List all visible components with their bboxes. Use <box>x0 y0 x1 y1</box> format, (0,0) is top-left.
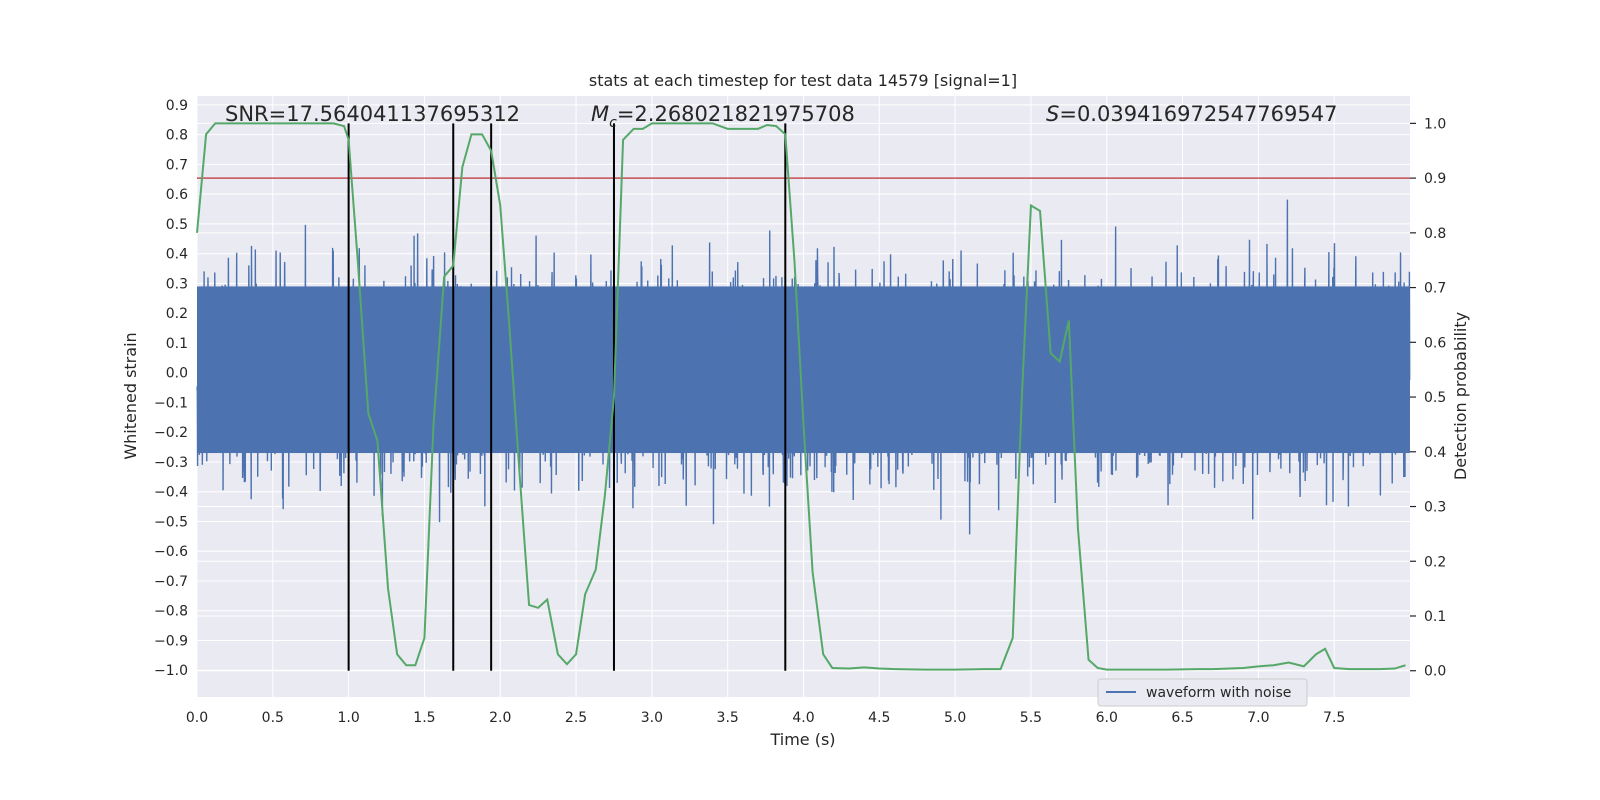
y-left-tick-label: −0.3 <box>154 455 188 471</box>
waveform-line <box>196 199 1411 535</box>
y-right-tick-label: 0.7 <box>1424 281 1446 297</box>
y-right-tick-label: 0.8 <box>1424 226 1446 242</box>
x-tick-label: 0.0 <box>186 710 208 726</box>
s-annotation: S=0.039416972547769547 <box>1046 102 1337 126</box>
y-left-tick-label: −0.4 <box>154 485 188 501</box>
y-left-tick-label: −0.9 <box>154 633 188 649</box>
y-left-tick-label: 0.9 <box>166 98 188 114</box>
x-tick-label: 2.0 <box>489 710 511 726</box>
y-right-tick-label: 0.6 <box>1424 335 1446 351</box>
chart-title: stats at each timestep for test data 145… <box>589 71 1017 90</box>
y-right-tick-label: 0.3 <box>1424 500 1446 516</box>
legend: waveform with noise <box>1097 678 1308 707</box>
legend-box <box>1097 678 1308 707</box>
y-left-tick-label: 0.5 <box>166 217 188 233</box>
y-left-tick-label: 0.4 <box>166 247 188 263</box>
snr-annotation: SNR=17.564041137695312 <box>225 102 520 126</box>
x-tick-label: 4.5 <box>868 710 890 726</box>
y-left-tick-label: 0.6 <box>166 187 188 203</box>
y-left-tick-label: 0.0 <box>166 366 188 382</box>
y-left-tick-label: −0.6 <box>154 544 188 560</box>
y-left-tick-label: −0.5 <box>154 514 188 530</box>
chirp-mass-subscript: c <box>609 115 617 131</box>
x-tick-label: 5.0 <box>944 710 966 726</box>
x-tick-label: 1.5 <box>413 710 435 726</box>
y-left-tick-label: −0.2 <box>154 425 188 441</box>
x-tick-label: 1.0 <box>337 710 359 726</box>
y-left-tick-label: 0.7 <box>166 157 188 173</box>
y-right-axis-label: Detection probability <box>1451 312 1470 480</box>
y-right-tick-label: 0.5 <box>1424 390 1446 406</box>
probability-series <box>196 122 1406 671</box>
x-tick-label: 7.5 <box>1323 710 1345 726</box>
probability-line <box>196 122 1406 671</box>
y-right-tick-label: 0.4 <box>1424 445 1446 461</box>
y-left-axis-ticks: 0.9 0.8 0.7 0.6 0.5 0.4 0.3 0.2 0.1 0.0 −0.1 −0.2 −0… <box>154 98 188 679</box>
x-tick-label: 7.0 <box>1247 710 1269 726</box>
s-value: =0.039416972547769547 <box>1059 102 1337 126</box>
y-right-tick-label: 0.1 <box>1424 609 1446 625</box>
x-tick-label: 6.0 <box>1096 710 1118 726</box>
x-tick-label: 6.5 <box>1171 710 1193 726</box>
y-left-tick-label: −0.8 <box>154 604 188 620</box>
y-left-tick-label: −0.7 <box>154 574 188 590</box>
y-right-tick-label: 1.0 <box>1424 116 1446 132</box>
y-left-tick-label: 0.3 <box>166 276 188 292</box>
chirp-mass-symbol: M <box>591 102 609 126</box>
y-left-tick-label: 0.8 <box>166 128 188 144</box>
vertical-markers <box>347 123 787 671</box>
y-right-tick-label: 0.0 <box>1424 664 1446 680</box>
y-left-tick-label: −0.1 <box>154 395 188 411</box>
x-tick-label: 2.5 <box>565 710 587 726</box>
x-axis-ticks: 0.0 0.5 1.0 1.5 2.0 2.5 3.0 3.5 4.0 4.5 5.0 5.5 6.0 6… <box>186 710 1345 726</box>
x-axis-label: Time (s) <box>769 730 835 749</box>
y-right-axis-ticks: 1.0 0.9 0.8 0.7 0.6 0.5 0.4 0.3 0.2 0.1 0.0 <box>1410 116 1446 680</box>
legend-label: waveform with noise <box>1146 685 1291 701</box>
y-left-tick-label: 0.1 <box>166 336 188 352</box>
s-symbol: S <box>1046 102 1059 126</box>
y-left-axis-label: Whitened strain <box>121 332 140 459</box>
chirp-mass-annotation: Mc=2.268021821975708 <box>591 102 855 131</box>
y-right-tick-label: 0.9 <box>1424 171 1446 187</box>
y-right-tick-label: 0.2 <box>1424 554 1446 570</box>
y-left-tick-label: 0.2 <box>166 306 188 322</box>
x-tick-label: 3.5 <box>717 710 739 726</box>
chirp-mass-value: =2.268021821975708 <box>617 102 855 126</box>
y-left-tick-label: −1.0 <box>154 663 188 679</box>
x-tick-label: 0.5 <box>262 710 284 726</box>
x-tick-label: 3.0 <box>641 710 663 726</box>
x-tick-label: 5.5 <box>1020 710 1042 726</box>
x-tick-label: 4.0 <box>792 710 814 726</box>
